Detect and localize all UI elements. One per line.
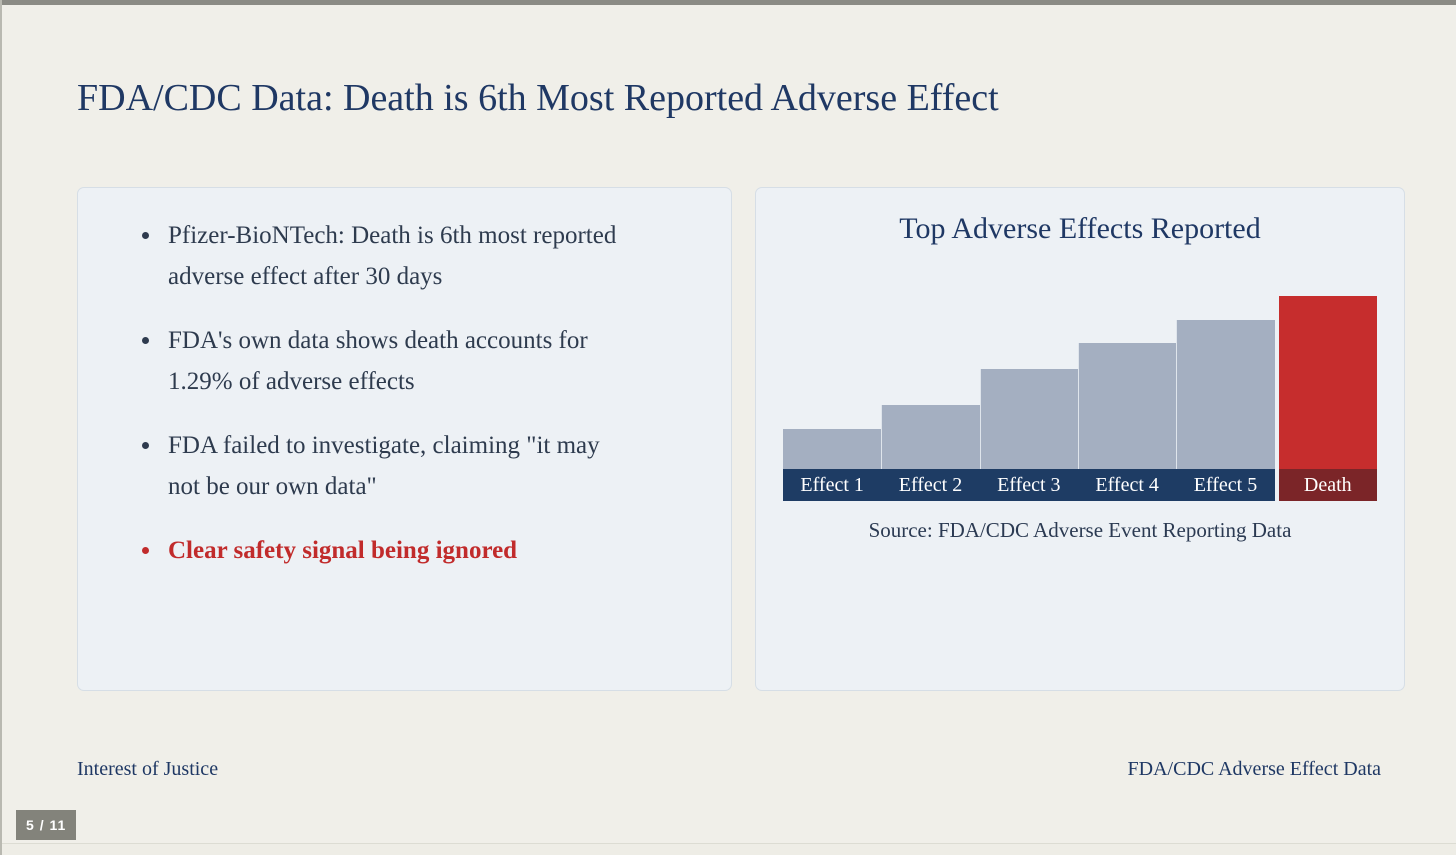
chart-column: Effect 4 xyxy=(1077,296,1177,501)
chart-column: Effect 3 xyxy=(979,296,1078,501)
chart-column: Death xyxy=(1278,296,1377,501)
footer-left-label: Interest of Justice xyxy=(77,758,219,780)
page-current: 5 xyxy=(26,817,35,833)
bar-label: Death xyxy=(1278,469,1377,501)
bottom-divider xyxy=(2,843,1456,855)
bar-area xyxy=(783,296,882,469)
bullet-list: Pfizer-BioNTech: Death is 6th most repor… xyxy=(138,215,618,571)
bar-label: Effect 5 xyxy=(1176,469,1275,501)
chart-card: Top Adverse Effects Reported Effect 1 Eff… xyxy=(755,187,1405,691)
bar-area xyxy=(1077,296,1177,469)
chart-column: Effect 5 xyxy=(1176,296,1275,501)
bullet-item: FDA's own data shows death accounts for … xyxy=(138,320,618,402)
slide-footer: Interest of Justice FDA/CDC Adverse Effe… xyxy=(77,758,1381,781)
bullet-card: Pfizer-BioNTech: Death is 6th most repor… xyxy=(77,187,732,691)
page-total: 11 xyxy=(49,817,67,833)
top-border-strip xyxy=(2,0,1456,5)
bullet-item: FDA failed to investigate, claiming "it … xyxy=(138,425,618,507)
bar xyxy=(783,429,882,469)
bar-area xyxy=(979,296,1078,469)
page-separator: / xyxy=(39,817,45,833)
bar-area xyxy=(1176,296,1275,469)
bar-label: Effect 2 xyxy=(881,469,980,501)
chart-title: Top Adverse Effects Reported xyxy=(899,212,1261,245)
slide-title: FDA/CDC Data: Death is 6th Most Reported… xyxy=(77,77,999,119)
bar-death xyxy=(1278,296,1377,469)
chart-source-caption: Source: FDA/CDC Adverse Event Reporting … xyxy=(868,518,1292,542)
chart-column: Effect 1 xyxy=(783,296,882,501)
page-indicator: 5 / 11 xyxy=(16,810,77,840)
bar xyxy=(1077,342,1177,469)
content-columns: Pfizer-BioNTech: Death is 6th most repor… xyxy=(77,187,1405,691)
bar xyxy=(1176,320,1275,469)
bullet-item: Clear safety signal being ignored xyxy=(138,530,618,571)
bar xyxy=(881,405,980,469)
bar-label: Effect 4 xyxy=(1077,469,1177,501)
bar xyxy=(979,368,1078,469)
chart-bars: Effect 1 Effect 2 Effect 3 Effect 4 Effect 5… xyxy=(783,296,1377,501)
bullet-item: Pfizer-BioNTech: Death is 6th most repor… xyxy=(138,215,618,297)
bar-label: Effect 1 xyxy=(783,469,882,501)
bar-area xyxy=(881,296,980,469)
footer-right-label: FDA/CDC Adverse Effect Data xyxy=(1127,758,1381,780)
chart-column: Effect 2 xyxy=(881,296,980,501)
bar-label: Effect 3 xyxy=(979,469,1078,501)
bar-area xyxy=(1278,296,1377,469)
